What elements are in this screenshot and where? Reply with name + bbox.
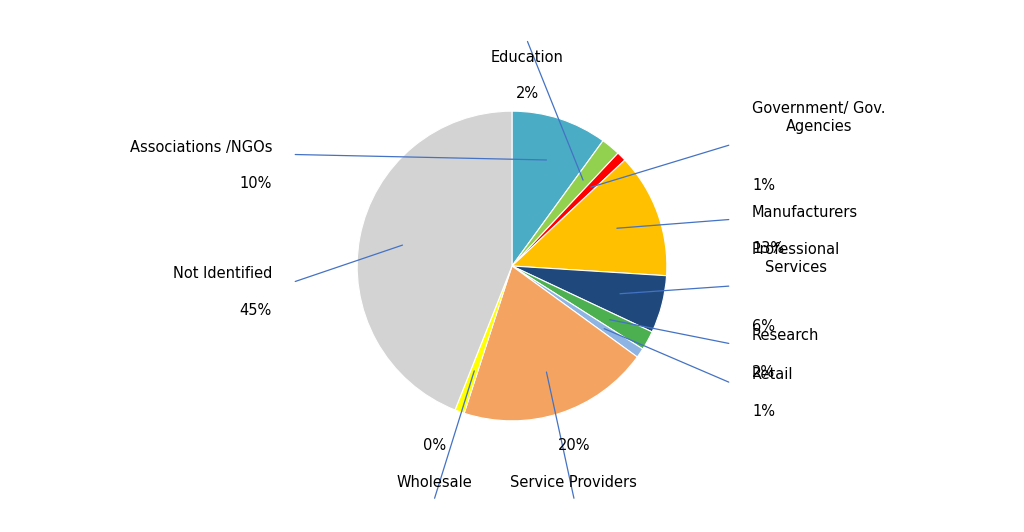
Text: Government/ Gov.
Agencies: Government/ Gov. Agencies <box>752 101 886 135</box>
Wedge shape <box>512 111 603 266</box>
Text: 1%: 1% <box>752 404 775 419</box>
Text: 20%: 20% <box>558 438 590 453</box>
Text: Wholesale: Wholesale <box>396 475 472 490</box>
Wedge shape <box>512 266 643 357</box>
Text: 1%: 1% <box>752 178 775 193</box>
Text: 0%: 0% <box>423 438 446 453</box>
Text: Education: Education <box>492 49 564 65</box>
Wedge shape <box>357 111 512 410</box>
Text: Retail: Retail <box>752 367 794 382</box>
Text: Service Providers: Service Providers <box>511 475 637 490</box>
Wedge shape <box>512 266 652 349</box>
Text: 10%: 10% <box>240 176 272 191</box>
Text: Associations /NGOs: Associations /NGOs <box>129 139 272 154</box>
Wedge shape <box>512 141 618 266</box>
Wedge shape <box>464 266 637 421</box>
Text: 6%: 6% <box>752 319 775 334</box>
Text: 13%: 13% <box>752 241 784 256</box>
Text: 2%: 2% <box>752 365 775 380</box>
Wedge shape <box>455 266 512 413</box>
Text: 45%: 45% <box>240 303 272 318</box>
Text: Not Identified: Not Identified <box>173 267 272 281</box>
Wedge shape <box>512 153 625 266</box>
Wedge shape <box>512 160 667 276</box>
Text: Manufacturers: Manufacturers <box>752 204 858 220</box>
Text: Research: Research <box>752 328 819 344</box>
Wedge shape <box>512 266 667 332</box>
Text: 2%: 2% <box>516 86 539 102</box>
Text: Professional
Services: Professional Services <box>752 242 841 275</box>
